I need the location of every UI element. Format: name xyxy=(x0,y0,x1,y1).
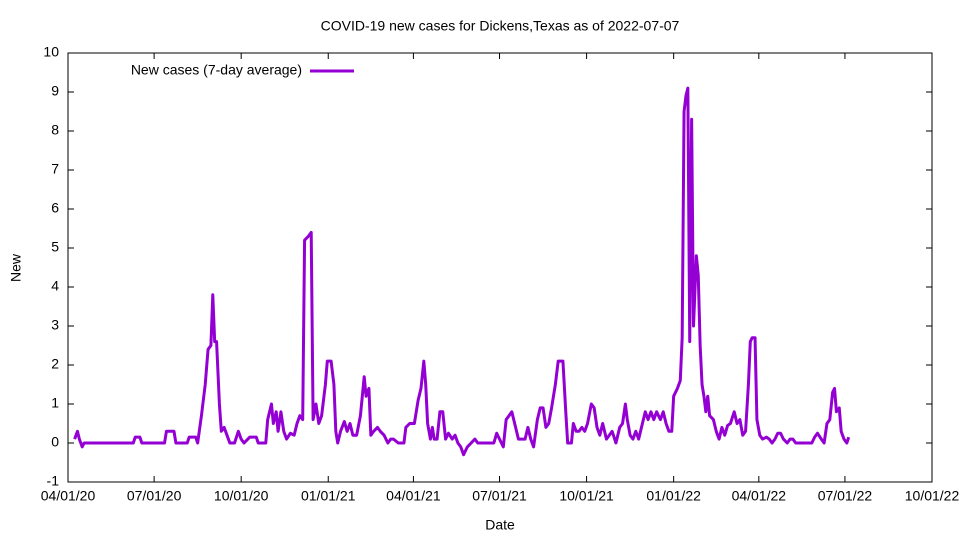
y-tick-label: 7 xyxy=(51,161,59,177)
x-tick-label: 01/01/22 xyxy=(646,488,701,504)
x-tick-label: 10/01/20 xyxy=(214,488,269,504)
x-tick-label: 04/01/20 xyxy=(41,488,96,504)
x-tick-label: 01/01/21 xyxy=(301,488,356,504)
x-axis-label: Date xyxy=(485,517,515,533)
y-tick-label: 6 xyxy=(51,200,59,216)
y-tick-label: -1 xyxy=(47,473,60,489)
plot-frame xyxy=(67,52,933,483)
legend-label: New cases (7-day average) xyxy=(131,62,302,78)
y-tick-label: 9 xyxy=(51,83,59,99)
x-tick-label: 07/01/22 xyxy=(818,488,873,504)
y-tick-label: 10 xyxy=(43,44,59,60)
y-tick-label: 0 xyxy=(51,434,59,450)
y-tick-label: 4 xyxy=(51,278,59,294)
x-tick-label: 10/01/21 xyxy=(559,488,614,504)
x-tick-label: 04/01/22 xyxy=(732,488,787,504)
y-tick-label: 2 xyxy=(51,356,59,372)
y-tick-label: 1 xyxy=(51,395,59,411)
y-tick-label: 5 xyxy=(51,239,59,255)
y-tick-label: 3 xyxy=(51,317,59,333)
x-tick-label: 07/01/20 xyxy=(127,488,182,504)
y-axis-label: New xyxy=(8,253,24,282)
x-tick-label: 07/01/21 xyxy=(472,488,527,504)
y-tick-label: 8 xyxy=(51,122,59,138)
x-tick-label: 04/01/21 xyxy=(386,488,441,504)
x-tick-label: 10/01/22 xyxy=(905,488,960,504)
data-line xyxy=(73,86,851,457)
chart-title: COVID-19 new cases for Dickens,Texas as … xyxy=(321,18,680,34)
